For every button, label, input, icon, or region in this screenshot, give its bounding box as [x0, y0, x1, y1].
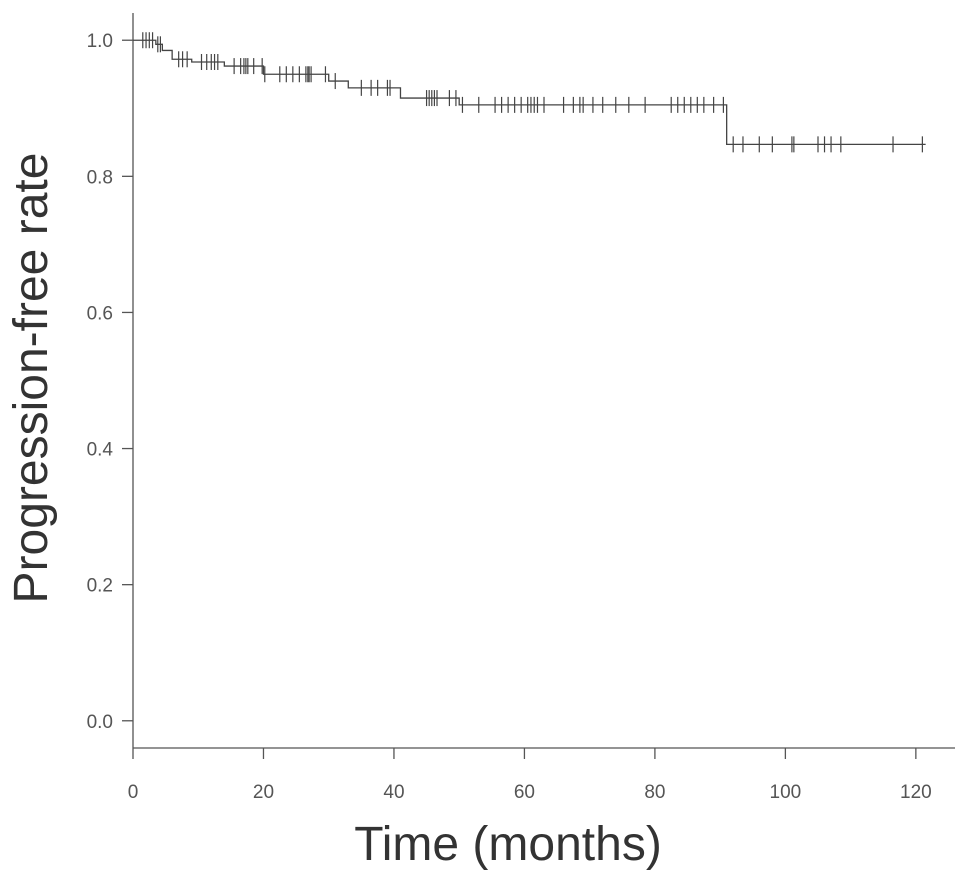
x-tick-label: 20 [253, 782, 274, 803]
y-tick-label: 0.2 [87, 576, 113, 597]
x-ticks: 0 20 40 60 80 100 120 [128, 748, 932, 803]
x-tick-label: 60 [514, 782, 535, 803]
y-axis-title: Progression-free rate [5, 153, 58, 604]
y-tick-label: 0.0 [87, 712, 113, 733]
censor-marks [142, 32, 923, 153]
x-tick-label: 120 [900, 782, 932, 803]
x-tick-label: 40 [383, 782, 404, 803]
y-ticks: 0.0 0.2 0.4 0.6 0.8 1.0 [87, 31, 133, 733]
y-tick-label: 0.6 [87, 303, 113, 324]
x-tick-label: 80 [644, 782, 665, 803]
survival-curve [133, 39, 926, 145]
x-axis-title: Time (months) [354, 818, 662, 871]
y-tick-label: 0.8 [87, 167, 113, 188]
y-tick-label: 0.4 [87, 440, 114, 461]
plot-area [133, 32, 926, 153]
x-tick-label: 100 [770, 782, 802, 803]
y-tick-label: 1.0 [87, 31, 113, 52]
x-tick-label: 0 [128, 782, 139, 803]
axes: 0.0 0.2 0.4 0.6 0.8 1.0 0 20 40 60 80 100 120 [87, 13, 955, 803]
